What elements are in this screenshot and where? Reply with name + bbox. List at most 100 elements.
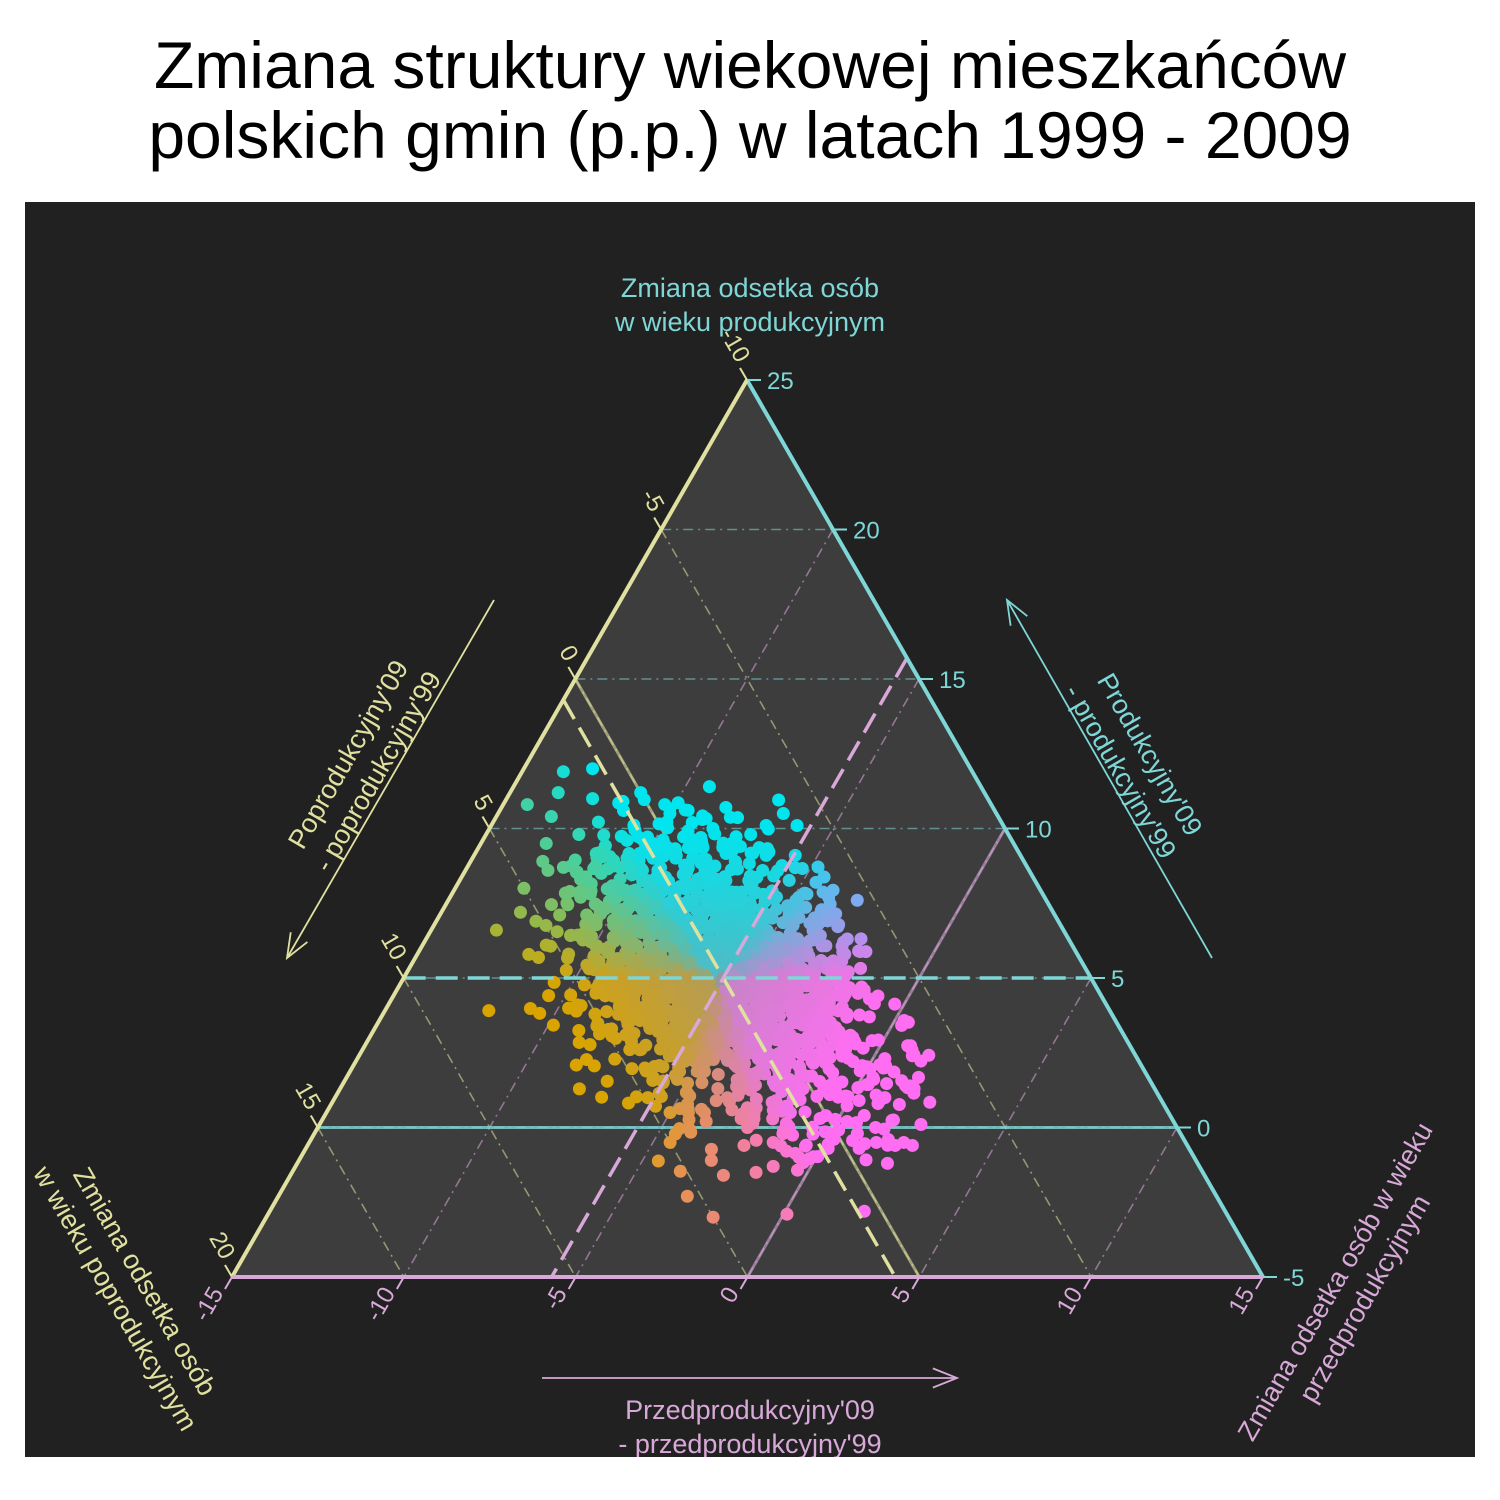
data-point — [743, 1035, 757, 1049]
data-point — [731, 896, 745, 910]
data-point — [749, 1133, 763, 1147]
data-point — [780, 1101, 794, 1115]
tick-label-postproductive: 20 — [203, 1227, 240, 1264]
data-point — [817, 870, 831, 884]
data-point — [711, 894, 725, 908]
data-point — [696, 906, 710, 920]
data-point — [663, 895, 677, 909]
tick-postproductive — [653, 516, 663, 531]
data-point — [877, 1122, 891, 1136]
data-point — [668, 949, 682, 963]
tick-label-productive: 0 — [1197, 1116, 1210, 1143]
data-point — [768, 944, 782, 958]
data-point — [663, 982, 677, 996]
data-point — [660, 815, 674, 829]
arrow-label-productive: Produkcyjny'09- produkcyjny'99 — [1058, 668, 1208, 864]
data-point — [855, 980, 869, 994]
data-point — [669, 849, 683, 863]
data-point — [876, 1061, 890, 1075]
data-point — [614, 903, 628, 917]
data-point — [635, 903, 649, 917]
axis-title-preproductive: Zmiana odsetka osób w wiekuprzedprodukcy… — [1232, 1117, 1439, 1445]
data-point — [843, 981, 857, 995]
data-point — [923, 1095, 937, 1109]
data-point — [577, 978, 591, 992]
tick-label-productive: 20 — [853, 518, 880, 545]
data-point — [598, 902, 612, 916]
mean-line-postproductive — [561, 699, 897, 1278]
data-point — [608, 1052, 622, 1066]
data-point — [671, 911, 685, 925]
data-point — [700, 1012, 714, 1026]
data-point — [724, 863, 738, 877]
data-point — [721, 1047, 735, 1061]
data-point — [751, 1052, 765, 1066]
data-point — [791, 948, 805, 962]
data-point — [681, 1076, 695, 1090]
data-point — [762, 1016, 776, 1030]
data-point — [572, 886, 586, 900]
data-point — [725, 920, 739, 934]
grid-line-postproductive — [402, 977, 577, 1278]
grid-line-postproductive — [317, 1127, 405, 1278]
axis-title-productive-line: w wieku produkcyjnym — [614, 307, 885, 337]
data-point — [611, 952, 625, 966]
data-point — [615, 830, 629, 844]
data-point — [694, 936, 708, 950]
data-point — [821, 1138, 835, 1152]
tick-preproductive — [1255, 1276, 1264, 1290]
data-point — [914, 1054, 928, 1068]
data-point — [551, 786, 565, 800]
data-point — [583, 1038, 597, 1052]
data-point — [748, 1078, 762, 1092]
tick-label-productive: 10 — [1025, 817, 1052, 844]
data-point — [780, 1207, 794, 1221]
data-point — [677, 878, 691, 892]
data-point — [711, 1082, 725, 1096]
data-point — [656, 1060, 670, 1074]
data-point — [804, 1047, 818, 1061]
data-point — [628, 987, 642, 1001]
data-point — [822, 890, 836, 904]
data-point — [710, 1031, 724, 1045]
tick-label-postproductive: 0 — [553, 641, 583, 666]
data-point — [716, 836, 730, 850]
data-point — [709, 1003, 723, 1017]
grid-line-preproductive — [574, 678, 920, 1278]
data-point — [744, 827, 758, 841]
data-point — [708, 859, 722, 873]
tick-preproductive — [224, 1276, 233, 1290]
arrow-postproductive-head — [285, 932, 308, 961]
data-point — [569, 1058, 583, 1072]
data-point — [803, 934, 817, 948]
chart-title: Zmiana struktury wiekowej mieszkańców po… — [0, 30, 1500, 170]
data-point — [697, 1064, 711, 1078]
arrow-label-postproductive: Poprodukcyjny'09- poprodukcyjny'99 — [282, 655, 447, 877]
data-point — [708, 827, 722, 841]
data-point — [627, 1026, 641, 1040]
data-point — [681, 1104, 695, 1118]
data-point — [568, 853, 582, 867]
data-point — [737, 1138, 751, 1152]
data-point — [671, 1004, 685, 1018]
data-point — [635, 978, 649, 992]
data-point — [606, 930, 620, 944]
tick-label-preproductive: -15 — [188, 1283, 229, 1327]
data-point — [813, 1013, 827, 1027]
tick-label-postproductive: 15 — [289, 1078, 326, 1115]
data-point — [819, 1109, 833, 1123]
data-point — [586, 762, 600, 776]
arrow-label-preproductive: Przedprodukcyjny'09 - przedprodukcyjny'99 — [618, 1395, 881, 1457]
grid-line-preproductive — [1090, 1127, 1178, 1278]
data-point — [818, 1056, 832, 1070]
data-point — [571, 928, 585, 942]
data-point — [711, 1067, 725, 1081]
data-point — [696, 1053, 710, 1067]
data-point — [727, 1057, 741, 1071]
data-point — [719, 1020, 733, 1034]
tick-label-preproductive: 15 — [1223, 1283, 1260, 1320]
data-point — [644, 954, 658, 968]
data-point — [533, 1006, 547, 1020]
arrow-label-preproductive-line: - przedprodukcyjny'99 — [618, 1429, 881, 1457]
data-point — [850, 893, 864, 907]
